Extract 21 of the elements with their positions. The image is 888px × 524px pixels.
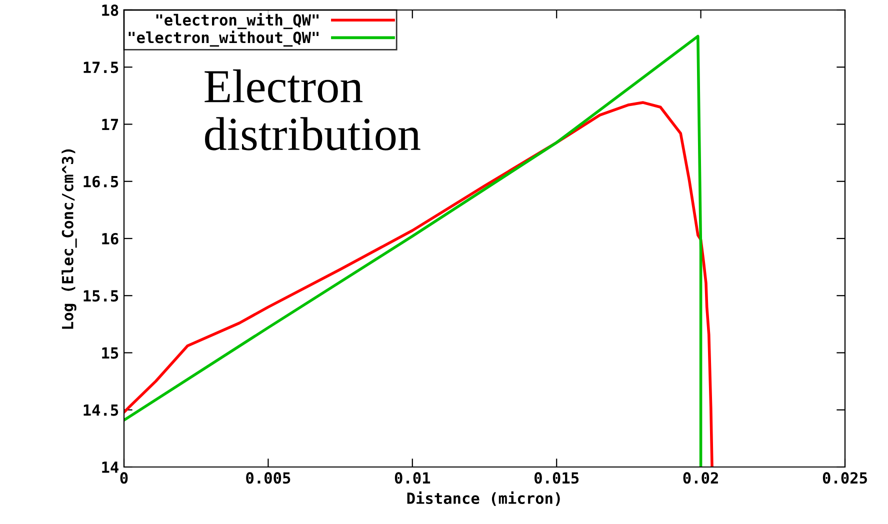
y-tick-label: 17 bbox=[102, 118, 118, 130]
y-axis-title: Log (Elec_Conc/cm^3) bbox=[62, 149, 77, 329]
y-tick-label: 18 bbox=[102, 4, 118, 16]
y-tick-label: 16.5 bbox=[84, 176, 118, 188]
x-tick-label: 0.025 bbox=[822, 472, 867, 484]
x-axis-title: Distance (micron) bbox=[407, 491, 560, 506]
legend-label: "electron_with_QW" bbox=[156, 13, 318, 30]
y-tick-label: 14.5 bbox=[84, 404, 118, 416]
y-tick-label: 16 bbox=[102, 232, 118, 245]
x-tick-label: 0 bbox=[120, 472, 128, 484]
y-tick-label: 15 bbox=[102, 347, 118, 359]
y-tick-label: 15.5 bbox=[84, 290, 118, 302]
annotation: Electron distribution bbox=[204, 69, 420, 150]
x-tick-label: 0.015 bbox=[534, 472, 579, 484]
y-tick-label: 17.5 bbox=[84, 62, 118, 74]
x-tick-label: 0.02 bbox=[683, 472, 718, 484]
line-series bbox=[124, 101, 714, 467]
legend-label: "electron_without_QW" bbox=[128, 30, 318, 47]
y-tick-label: 14 bbox=[102, 462, 118, 473]
x-tick-label: 0.005 bbox=[246, 472, 290, 484]
x-tick-label: 0.01 bbox=[394, 472, 430, 484]
